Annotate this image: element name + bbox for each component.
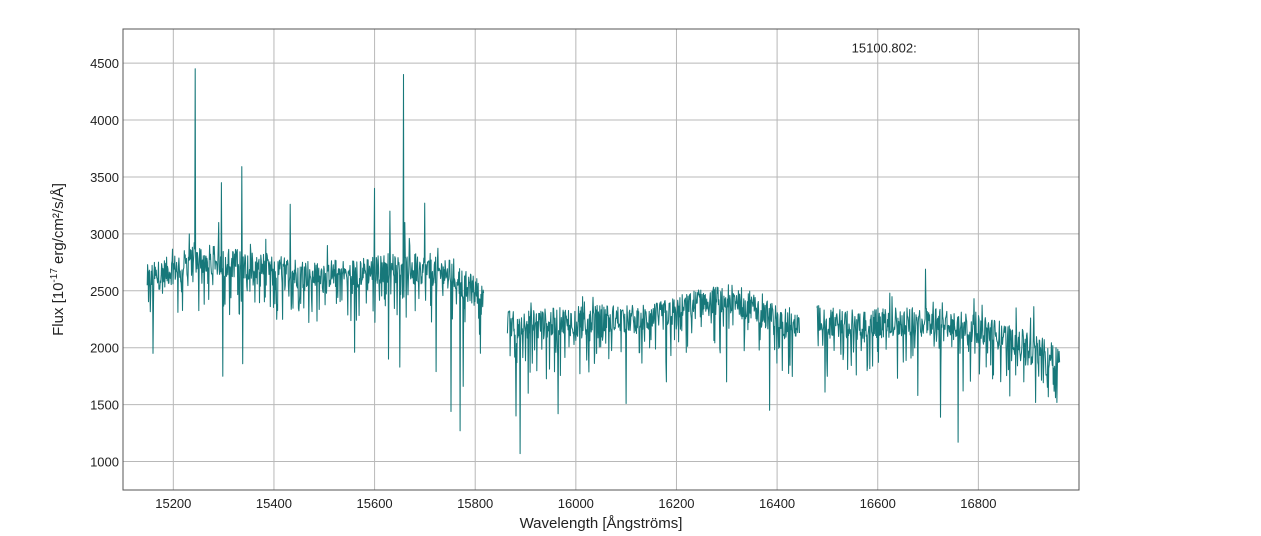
y-tick-label: 2000 — [90, 341, 119, 356]
y-tick-label: 3000 — [90, 227, 119, 242]
x-tick-label: 16800 — [960, 496, 996, 511]
y-axis-title: Flux [10-17 erg/cm²/s/Å] — [49, 183, 67, 336]
x-tick-label: 16600 — [860, 496, 896, 511]
y-tick-label: 1000 — [90, 455, 119, 470]
y-tick-label: 4000 — [90, 113, 119, 128]
y-tick-label: 3500 — [90, 170, 119, 185]
x-tick-label: 15600 — [357, 496, 393, 511]
x-axis-title: Wavelength [Ångströms] — [520, 515, 683, 532]
x-tick-label: 16000 — [558, 496, 594, 511]
x-tick-label: 16400 — [759, 496, 795, 511]
x-tick-label: 15800 — [457, 496, 493, 511]
series-line-flux — [146, 68, 1061, 455]
y-axis-title-suffix: erg/cm²/s/Å] — [50, 183, 67, 268]
y-tick-label: 4500 — [90, 56, 119, 71]
y-axis-title-exponent: -17 — [49, 268, 60, 283]
y-tick-label: 1500 — [90, 398, 119, 413]
x-tick-label: 15400 — [256, 496, 292, 511]
y-axis-ticks: 1000 1500 2000 2500 3000 3500 4000 4500 — [90, 56, 119, 469]
x-tick-label: 15200 — [155, 496, 191, 511]
x-axis-ticks: 15200 15400 15600 15800 16000 16200 16400 16600… — [155, 496, 996, 511]
x-tick-label: 16200 — [658, 496, 694, 511]
plot-frame — [122, 28, 1080, 491]
y-tick-label: 2500 — [90, 284, 119, 299]
grid — [123, 29, 1079, 490]
y-axis-title-prefix: Flux [10 — [50, 283, 67, 336]
annotation-label: 15100.802: — [852, 40, 917, 55]
